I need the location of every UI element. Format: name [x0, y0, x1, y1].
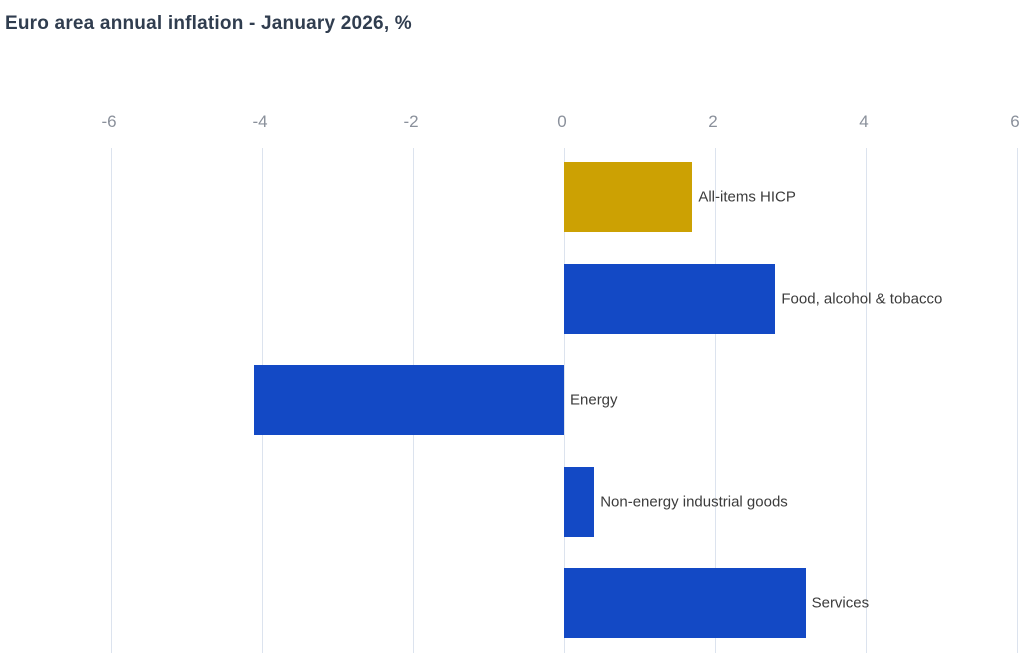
x-gridline-2 — [714, 148, 716, 653]
x-gridline-0 — [563, 148, 565, 653]
x-gridline-4 — [865, 148, 867, 653]
bar-food-alcohol-tobacco — [564, 263, 776, 334]
bar-label-services: Services — [811, 594, 870, 612]
chart-title: Euro area annual inflation - January 202… — [5, 13, 412, 34]
bar-label-energy: Energy — [570, 391, 618, 409]
x-axis-tick-label: 4 — [859, 112, 869, 131]
bar-all-items-hicp — [564, 162, 693, 232]
x-axis-tick-label: -2 — [403, 112, 419, 131]
x-axis-tick-label: -6 — [101, 112, 117, 131]
bar-services — [564, 568, 806, 638]
x-gridline-6 — [1016, 148, 1018, 653]
x-axis-tick-label: 2 — [708, 112, 718, 131]
bar-non-energy-industrial-goods — [564, 466, 595, 537]
bar-label-all-items-hicp: All-items HICP — [698, 188, 796, 206]
bar-label-non-energy-industrial-goods: Non-energy industrial goods — [600, 493, 788, 510]
x-axis-tick-label: 0 — [557, 112, 567, 131]
x-gridline--6 — [110, 148, 112, 653]
x-axis-tick-label: -4 — [252, 112, 268, 131]
bar-energy — [254, 365, 564, 435]
bar-label-food-alcohol-tobacco: Food, alcohol & tobacco — [781, 290, 943, 307]
x-axis-tick-label: 6 — [1010, 112, 1020, 131]
